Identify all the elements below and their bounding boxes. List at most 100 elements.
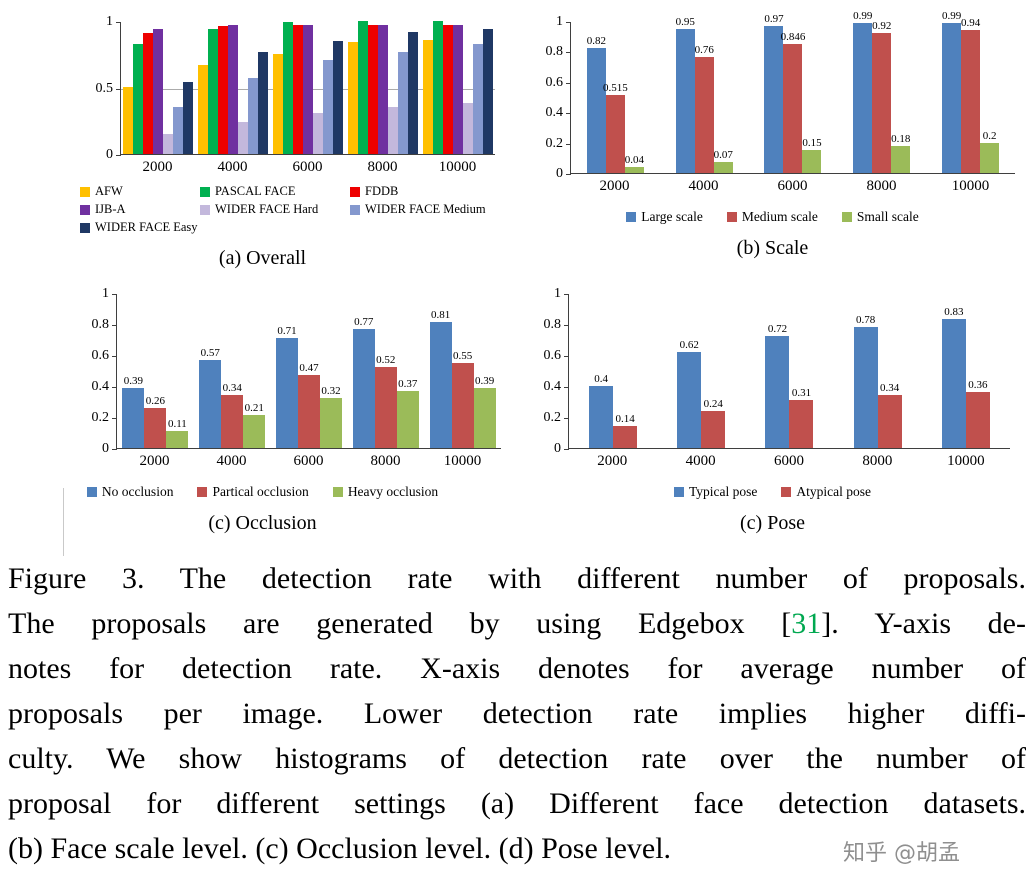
bar-wrap bbox=[302, 25, 313, 154]
bar-partical-occlusion bbox=[221, 395, 244, 448]
bar-group: 0.71 0.47 0.32 bbox=[275, 325, 342, 448]
bar-wrap bbox=[322, 60, 333, 154]
bar-wrap bbox=[173, 107, 184, 154]
bar-wrap bbox=[292, 25, 303, 154]
bar-wrap: 0.15 bbox=[802, 137, 822, 173]
bar-wider-face-hard bbox=[163, 134, 174, 154]
y-axis-tick-label: 1 bbox=[556, 14, 563, 29]
legend-label: Large scale bbox=[641, 209, 703, 224]
chart-occlusion-subcaption: (c) Occlusion bbox=[208, 512, 317, 534]
caption-line: notes for detection rate. X-axis denotes… bbox=[8, 652, 1026, 685]
plot-area: 0 0.2 0.4 0.6 0.8 1 0.39 0.26 0.11 0.57 0.34 0.21 0.… bbox=[92, 286, 501, 456]
bar-group: 0.82 0.515 0.04 bbox=[587, 35, 644, 173]
citation-link[interactable]: 31 bbox=[791, 607, 822, 640]
y-axis-tick-label: 0.8 bbox=[545, 44, 564, 60]
x-axis-label: 10000 bbox=[443, 453, 482, 469]
chart-pose-subcaption: (c) Pose bbox=[740, 512, 805, 534]
bar-wrap bbox=[238, 122, 249, 154]
bar-value-label: 0.11 bbox=[167, 418, 187, 430]
x-axis-label: 4000 bbox=[688, 178, 719, 194]
bar-value-label: 0.26 bbox=[145, 395, 166, 407]
bar-value-label: 0.14 bbox=[615, 413, 635, 425]
y-axis-tick-mark bbox=[112, 325, 117, 326]
bar-value-label: 0.77 bbox=[354, 316, 374, 328]
bar-no-occlusion bbox=[275, 338, 298, 448]
chart-occlusion: 0 0.2 0.4 0.6 0.8 1 0.39 0.26 0.11 0.57 0.34 0.21 0.… bbox=[10, 276, 515, 535]
bar-wrap bbox=[347, 42, 358, 154]
bar-value-label: 0.47 bbox=[299, 362, 319, 374]
bar-wider-face-hard bbox=[312, 113, 323, 154]
legend-swatch bbox=[80, 204, 90, 215]
caption-text: ]. Y-axis de- bbox=[821, 607, 1026, 640]
bar-small-scale bbox=[624, 167, 644, 173]
bar-value-label: 0.32 bbox=[321, 385, 341, 397]
chart-occlusion-canvas: 0 0.2 0.4 0.6 0.8 1 0.39 0.26 0.11 0.57 0.34 0.21 0.… bbox=[10, 286, 515, 500]
x-axis-label: 2000 bbox=[599, 178, 630, 194]
bar-wrap bbox=[397, 52, 408, 154]
legend-item: IJB-A bbox=[80, 202, 200, 217]
bar-wider-face-hard bbox=[238, 122, 249, 154]
bar-wrap: 0.47 bbox=[297, 362, 320, 448]
bar-wrap: 0.14 bbox=[613, 413, 638, 448]
bar-wrap: 0.39 bbox=[122, 375, 145, 448]
x-axis-labels: 2000 4000 6000 8000 10000 bbox=[116, 453, 501, 470]
bar-value-label: 0.57 bbox=[200, 347, 220, 359]
x-axis-label: 2000 bbox=[139, 453, 170, 469]
bar-wrap: 0.846 bbox=[781, 31, 805, 173]
legend-swatch bbox=[200, 204, 210, 215]
bar-large-scale bbox=[942, 23, 962, 173]
legend-label: Partical occlusion bbox=[212, 484, 309, 499]
bar-wrap bbox=[472, 44, 483, 154]
legend-swatch bbox=[350, 186, 360, 197]
bar-wrap bbox=[357, 21, 368, 154]
bar-partical-occlusion bbox=[451, 363, 474, 448]
bar-wrap: 0.76 bbox=[695, 44, 714, 173]
x-axis-label: 4000 bbox=[685, 453, 716, 469]
bar-wrap: 0.26 bbox=[144, 395, 167, 448]
bar-large-scale bbox=[764, 26, 784, 173]
bar-value-label: 0.92 bbox=[872, 20, 892, 32]
page-rule-artifact bbox=[63, 488, 64, 556]
bar-ijb-a bbox=[153, 29, 164, 154]
bar-fddb bbox=[442, 25, 453, 154]
bar-wrap: 0.32 bbox=[319, 385, 342, 448]
caption-text: The proposals are generated by using Edg… bbox=[8, 607, 792, 640]
bar-atypical-pose bbox=[789, 400, 814, 448]
bar-ijb-a bbox=[377, 25, 388, 154]
bar-group: 0.39 0.26 0.11 bbox=[122, 375, 189, 448]
y-axis-tick-mark bbox=[566, 22, 571, 23]
bar-heavy-occlusion bbox=[473, 388, 496, 448]
bar-pascal-face bbox=[432, 21, 443, 154]
bar-wrap: 0.94 bbox=[961, 17, 980, 173]
y-axis-tick-mark bbox=[116, 88, 121, 90]
bar-group: 0.99 0.94 0.2 bbox=[942, 10, 1000, 173]
bar-typical-pose bbox=[941, 319, 966, 448]
y-axis-tick-label: 0.2 bbox=[543, 410, 562, 425]
bar-wrap: 0.21 bbox=[243, 402, 266, 448]
bar-ijb-a bbox=[452, 25, 463, 154]
legend-swatch bbox=[726, 212, 737, 222]
bar-atypical-pose bbox=[965, 392, 990, 448]
bar-ijb-a bbox=[228, 25, 239, 154]
bar-pascal-face bbox=[208, 29, 219, 154]
legend-label: WIDER FACE Hard bbox=[215, 202, 319, 216]
legend-item: Typical pose bbox=[673, 484, 757, 500]
chart-overall: 0 0.5 1 2000 4000 6000 8000 10000 AFW PASCAL FACE… bbox=[10, 4, 515, 270]
bar-value-label: 0.52 bbox=[376, 354, 396, 366]
bar-large-scale bbox=[853, 23, 873, 173]
bar-typical-pose bbox=[765, 336, 790, 448]
y-axis-tick-mark bbox=[566, 52, 571, 54]
bar-group bbox=[123, 29, 194, 154]
bar-value-label: 0.34 bbox=[222, 382, 242, 394]
legend-swatch bbox=[841, 212, 852, 222]
bar-wrap: 0.2 bbox=[980, 130, 1000, 173]
bar-value-label: 0.34 bbox=[880, 382, 900, 394]
bar-wrap bbox=[407, 32, 418, 154]
legend-item: Heavy occlusion bbox=[332, 484, 438, 500]
caption-line: culty. We show histograms of detection r… bbox=[8, 742, 1026, 775]
legend-label: WIDER FACE Easy bbox=[95, 220, 198, 234]
x-axis-label: 10000 bbox=[438, 159, 477, 175]
x-axis-label: 6000 bbox=[292, 159, 323, 175]
bar-wrap: 0.39 bbox=[473, 375, 496, 448]
bar-groups: 0.82 0.515 0.04 0.95 0.76 0.07 0.97 0.846 0.15 0.… bbox=[571, 10, 1015, 173]
